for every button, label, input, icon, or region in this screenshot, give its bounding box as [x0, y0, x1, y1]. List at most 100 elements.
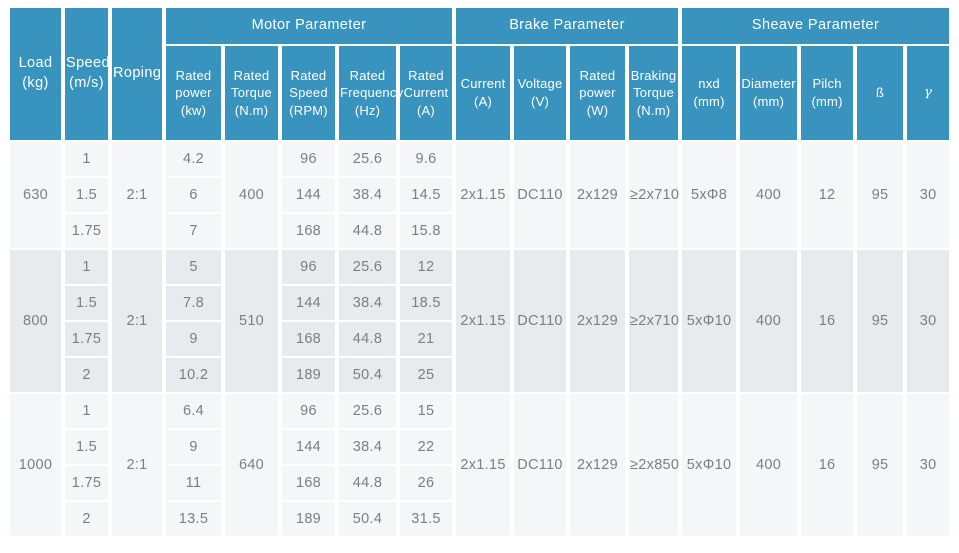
cell-load: 1000 [10, 394, 61, 536]
cell-rated-current: 18.5 [400, 286, 453, 320]
cell-rated-power: 11 [166, 466, 221, 500]
cell-brake-rated-power: 2x129 [570, 142, 626, 248]
cell-speed: 1.5 [65, 430, 108, 464]
cell-rated-current: 15 [400, 394, 453, 428]
cell-rated-power: 10.2 [166, 358, 221, 392]
col-header-rated-power-kw: Rated power (kw) [166, 46, 221, 140]
cell-braking-torque: ≥2x710 [629, 142, 679, 248]
cell-diameter: 400 [740, 142, 798, 248]
cell-rated-speed: 96 [282, 250, 335, 284]
cell-rated-speed: 96 [282, 394, 335, 428]
cell-rated-speed: 189 [282, 502, 335, 536]
cell-braking-torque: ≥2x850 [629, 394, 679, 536]
cell-rated-power: 4.2 [166, 142, 221, 176]
cell-pilch: 16 [801, 250, 854, 392]
cell-rated-current: 22 [400, 430, 453, 464]
cell-rated-current: 15.8 [400, 214, 453, 248]
cell-rated-power: 9 [166, 430, 221, 464]
cell-rated-power: 6 [166, 178, 221, 212]
spec-table: Load (kg) Speed (m/s) Roping Motor Param… [6, 6, 953, 538]
cell-roping: 2:1 [112, 394, 162, 536]
col-header-nxd: nxd (mm) [682, 46, 737, 140]
cell-rated-current: 21 [400, 322, 453, 356]
cell-rated-frequency: 25.6 [339, 250, 396, 284]
header-sub-row: Rated power (kw) Rated Torque (N.m) Rate… [10, 46, 950, 140]
table-row: 800 1 2:1 5 510 96 25.6 12 2x1.15 DC110 … [10, 250, 950, 392]
header-group-row: Load (kg) Speed (m/s) Roping Motor Param… [10, 8, 950, 140]
cell-brake-current: 2x1.15 [456, 250, 511, 392]
col-header-rated-frequency: Rated Frequency (Hz) [339, 46, 403, 140]
group-header-brake: Brake Parameter [456, 8, 679, 44]
cell-speed: 1.5 [65, 178, 108, 212]
cell-brake-voltage: DC110 [514, 394, 567, 536]
cell-speed: 1 [65, 142, 108, 176]
table-row: 1.75 11 168 44.8 26 [10, 466, 949, 500]
table-row: 1.5 9 144 38.4 22 [10, 430, 949, 464]
cell-load: 800 [10, 250, 61, 392]
col-header-brake-voltage: Voltage (V) [514, 46, 567, 140]
cell-rated-speed: 144 [282, 178, 335, 212]
table-header: Load (kg) Speed (m/s) Roping Motor Param… [10, 8, 950, 140]
cell-rated-torque: 510 [225, 250, 278, 392]
table-body: 630 1 2:1 4.2 400 96 25.6 9.6 2x1.15 DC1… [10, 142, 950, 536]
col-header-rated-torque: Rated Torque (N.m) [225, 46, 278, 140]
col-header-rated-speed: Rated Speed (RPM) [282, 46, 335, 140]
col-header-brake-current: Current (A) [456, 46, 511, 140]
col-header-rated-current: Rated Current (A) [400, 46, 453, 140]
cell-speed: 2 [65, 502, 108, 536]
table-row: 1000 1 2:1 6.4 640 96 25.6 15 2x1.15 DC1… [10, 394, 950, 536]
table-row: 1.5 7.8 144 38.4 18.5 [10, 286, 949, 320]
cell-rated-speed: 168 [282, 466, 335, 500]
col-header-roping: Roping [112, 8, 162, 140]
cell-speed: 1.75 [65, 322, 108, 356]
cell-speed: 1 [65, 250, 108, 284]
cell-pilch: 16 [801, 394, 854, 536]
cell-diameter: 400 [740, 394, 798, 536]
cell-rated-frequency: 25.6 [339, 142, 396, 176]
cell-rated-torque: 400 [225, 142, 278, 248]
cell-rated-frequency: 50.4 [339, 502, 396, 536]
col-header-gamma: γ [907, 46, 950, 140]
col-header-pilch: Pilch (mm) [801, 46, 854, 140]
col-header-load: Load (kg) [10, 8, 61, 140]
cell-rated-current: 14.5 [400, 178, 453, 212]
cell-diameter: 400 [740, 250, 798, 392]
col-header-braking-torque: Braking Torque (N.m) [629, 46, 679, 140]
cell-rated-power: 5 [166, 250, 221, 284]
cell-rated-current: 9.6 [400, 142, 453, 176]
col-header-diameter: Diameter (mm) [740, 46, 798, 140]
cell-rated-speed: 189 [282, 358, 335, 392]
col-header-speed: Speed (m/s) [65, 8, 110, 140]
group-header-sheave: Sheave Parameter [682, 8, 950, 44]
cell-roping: 2:1 [112, 142, 162, 248]
cell-load: 630 [10, 142, 61, 248]
cell-rated-current: 12 [400, 250, 453, 284]
cell-nxd: 5xΦ10 [682, 394, 737, 536]
cell-rated-power: 7 [166, 214, 221, 248]
cell-rated-frequency: 50.4 [339, 358, 396, 392]
col-header-brake-rated-power: Rated power (W) [570, 46, 626, 140]
cell-beta: 95 [857, 250, 904, 392]
table-row: 1.75 9 168 44.8 21 [10, 322, 949, 356]
cell-nxd: 5xΦ8 [682, 142, 737, 248]
cell-rated-frequency: 38.4 [339, 286, 396, 320]
cell-brake-voltage: DC110 [514, 250, 567, 392]
cell-beta: 95 [857, 142, 904, 248]
cell-brake-rated-power: 2x129 [570, 394, 626, 536]
cell-rated-torque: 640 [225, 394, 278, 536]
cell-braking-torque: ≥2x710 [629, 250, 679, 392]
group-header-motor: Motor Parameter [166, 8, 453, 44]
cell-rated-frequency: 44.8 [339, 322, 396, 356]
cell-speed: 2 [65, 358, 108, 392]
cell-brake-rated-power: 2x129 [570, 250, 626, 392]
table-row: 1.75 7 168 44.8 15.8 [10, 214, 949, 248]
cell-rated-speed: 168 [282, 322, 335, 356]
cell-speed: 1.5 [65, 286, 108, 320]
cell-rated-frequency: 44.8 [339, 214, 396, 248]
cell-rated-frequency: 44.8 [339, 466, 396, 500]
cell-brake-voltage: DC110 [514, 142, 567, 248]
cell-rated-power: 9 [166, 322, 221, 356]
cell-rated-power: 13.5 [166, 502, 221, 536]
cell-rated-frequency: 25.6 [339, 394, 396, 428]
cell-roping: 2:1 [112, 250, 162, 392]
